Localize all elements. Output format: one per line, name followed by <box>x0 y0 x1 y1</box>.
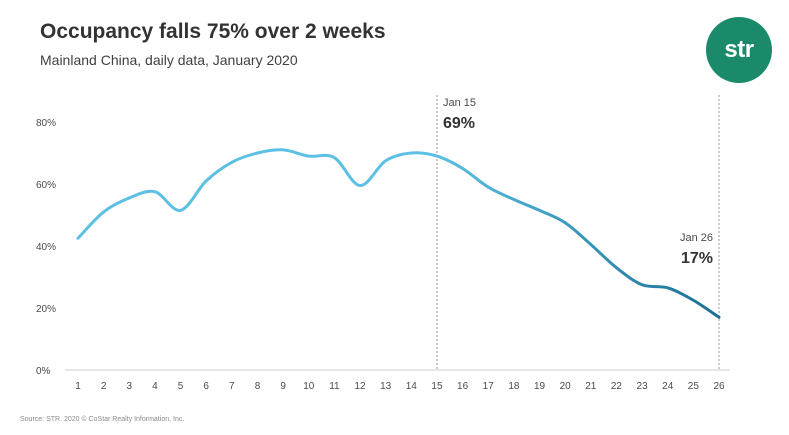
x-tick-label: 11 <box>329 381 340 392</box>
x-tick-label: 16 <box>457 381 469 392</box>
x-tick-label: 23 <box>637 381 649 392</box>
data-point <box>410 152 413 155</box>
data-point <box>641 283 644 286</box>
x-tick-label: 1 <box>75 381 81 392</box>
x-tick-label: 19 <box>534 381 546 392</box>
data-point <box>205 179 208 182</box>
data-point <box>102 210 105 213</box>
data-point <box>564 221 567 224</box>
data-point <box>718 316 721 319</box>
data-point <box>359 184 362 187</box>
y-tick-label: 20% <box>36 304 56 315</box>
data-point <box>538 209 541 212</box>
x-tick-label: 12 <box>354 381 366 392</box>
x-tick-label: 8 <box>255 381 261 392</box>
x-tick-label: 20 <box>560 381 572 392</box>
data-point <box>384 159 387 162</box>
x-tick-label: 9 <box>280 381 286 392</box>
x-tick-label: 22 <box>611 381 623 392</box>
data-point <box>77 237 80 240</box>
annotation-date: Jan 15 <box>443 97 476 109</box>
str-logo: str <box>706 17 772 83</box>
data-point <box>179 209 182 212</box>
data-point <box>435 155 438 158</box>
x-tick-label: 18 <box>508 381 520 392</box>
occupancy-series-line <box>76 148 721 319</box>
x-tick-label: 14 <box>406 381 418 392</box>
data-point <box>692 299 695 302</box>
data-point <box>256 152 259 155</box>
y-tick-label: 80% <box>36 118 56 129</box>
data-point <box>615 266 618 269</box>
data-point <box>487 186 490 189</box>
data-point <box>666 286 669 289</box>
x-tick-label: 17 <box>483 381 495 392</box>
source-note: Source: STR. 2020 © CoStar Realty Inform… <box>20 416 185 423</box>
x-tick-label: 10 <box>303 381 315 392</box>
x-tick-label: 3 <box>126 381 132 392</box>
y-tick-label: 60% <box>36 180 56 191</box>
data-point <box>461 167 464 170</box>
y-tick-label: 0% <box>36 366 51 377</box>
data-point <box>128 196 131 199</box>
data-point <box>589 243 592 246</box>
data-point <box>230 161 233 164</box>
annotation-value: 69% <box>443 115 475 132</box>
y-tick-label: 40% <box>36 242 56 253</box>
data-point <box>512 198 515 201</box>
annotation-value: 17% <box>681 250 713 267</box>
x-tick-label: 21 <box>585 381 597 392</box>
x-tick-label: 5 <box>178 381 184 392</box>
x-tick-label: 2 <box>101 381 107 392</box>
data-point <box>333 156 336 159</box>
data-point <box>153 190 156 193</box>
logo-text: str <box>724 36 754 63</box>
chart-subtitle: Mainland China, daily data, January 2020 <box>40 52 298 68</box>
data-point <box>282 148 285 151</box>
x-tick-label: 13 <box>380 381 392 392</box>
x-tick-label: 7 <box>229 381 235 392</box>
annotation-date: Jan 26 <box>680 232 713 244</box>
x-tick-label: 24 <box>662 381 674 392</box>
x-tick-label: 26 <box>713 381 725 392</box>
data-point <box>307 155 310 158</box>
x-tick-label: 15 <box>431 381 443 392</box>
x-tick-label: 25 <box>688 381 700 392</box>
x-tick-label: 4 <box>152 381 158 392</box>
x-tick-label: 6 <box>203 381 209 392</box>
chart-title: Occupancy falls 75% over 2 weeks <box>40 20 386 43</box>
